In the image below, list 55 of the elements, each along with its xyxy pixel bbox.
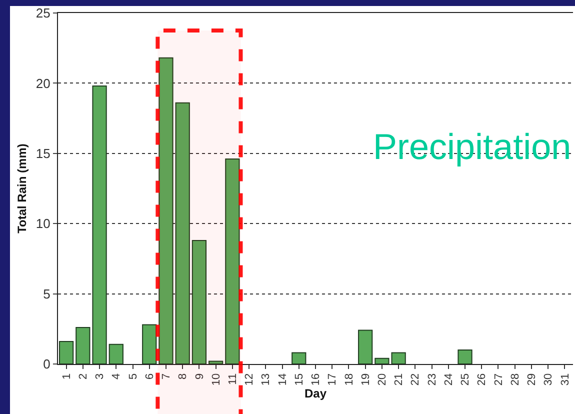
- bar: [92, 86, 107, 364]
- x-tick-label: 19: [360, 373, 372, 386]
- bar: [158, 57, 174, 364]
- x-tick-label: 26: [476, 373, 488, 386]
- y-axis-title: Total Rain (mm): [15, 144, 30, 234]
- x-tick-label: 3: [94, 373, 106, 380]
- bar: [175, 102, 190, 364]
- x-tick-label: 16: [310, 373, 322, 386]
- x-tick-label: 10: [210, 373, 222, 386]
- x-tick-label: 29: [526, 373, 538, 386]
- x-tick-label: 8: [177, 373, 190, 380]
- bar: [374, 358, 390, 364]
- x-tick-label: 17: [326, 373, 339, 386]
- x-tick-label: 23: [426, 373, 438, 386]
- x-tick-label: 7: [160, 373, 173, 380]
- x-tick-label: 15: [293, 373, 306, 386]
- x-tick-label: 12: [244, 373, 256, 386]
- x-tick-label: 30: [542, 373, 555, 386]
- y-tick-label: 25: [36, 6, 50, 21]
- bar: [108, 344, 124, 364]
- x-axis-title: Day: [304, 386, 327, 401]
- x-tick-label: 27: [492, 373, 505, 386]
- x-tick-label: 21: [393, 373, 406, 386]
- bar: [458, 349, 472, 364]
- bar: [208, 360, 224, 364]
- x-tick-label: 28: [509, 373, 522, 386]
- x-tick-label: 11: [227, 373, 240, 385]
- bar: [59, 341, 74, 364]
- bar: [76, 327, 90, 364]
- x-tick-label: 20: [376, 373, 389, 386]
- annotation: Precipitation: [373, 126, 572, 167]
- x-tick-label: 4: [110, 373, 123, 380]
- x-tick-label: 24: [442, 373, 455, 386]
- bar: [142, 324, 157, 364]
- bar: [292, 352, 306, 364]
- x-tick-label: 1: [60, 373, 73, 380]
- x-tick-label: 5: [127, 373, 140, 380]
- x-tick-label: 22: [410, 373, 422, 386]
- x-tick-label: 14: [276, 373, 289, 386]
- x-tick-label: 25: [460, 373, 472, 386]
- x-tick-label: 2: [77, 373, 90, 380]
- bar: [225, 158, 240, 364]
- bar: [358, 330, 373, 364]
- y-tick-label: 20: [36, 76, 50, 91]
- x-tick-label: 31: [559, 373, 572, 386]
- x-tick-label: 18: [343, 373, 356, 386]
- y-tick-label: 10: [36, 216, 50, 232]
- y-tick-label: 5: [43, 286, 50, 302]
- bar: [192, 240, 207, 364]
- x-tick-label: 6: [144, 373, 156, 380]
- y-tick-label: 15: [36, 146, 50, 161]
- bar: [391, 352, 406, 364]
- x-tick-label: 9: [194, 373, 206, 380]
- y-tick-label: 0: [43, 356, 50, 372]
- x-tick-label: 13: [260, 373, 272, 386]
